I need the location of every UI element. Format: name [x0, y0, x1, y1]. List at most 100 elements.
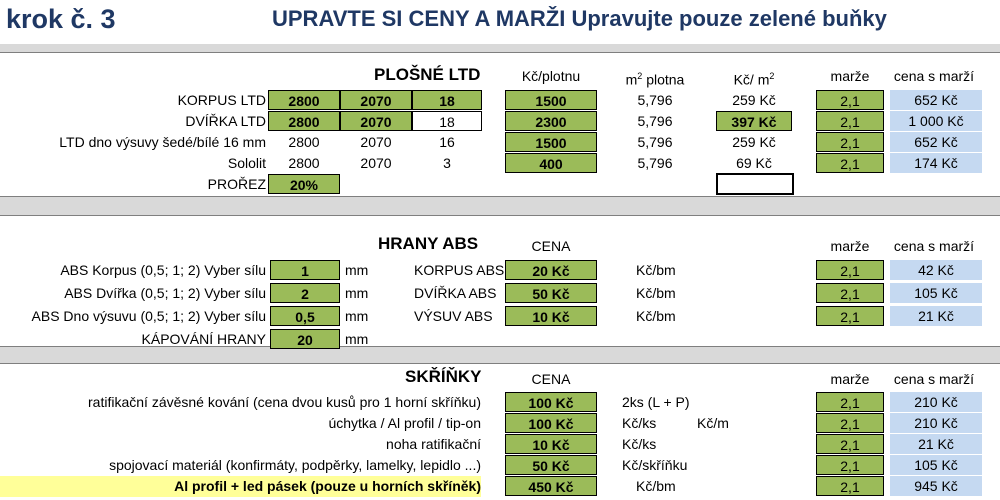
separator-line — [0, 363, 1000, 364]
skrinky-marze-input[interactable]: 2,1 — [816, 434, 884, 454]
ltd-thickness-value: 16 — [439, 134, 455, 150]
abs-name: VÝSUV ABS — [414, 308, 493, 324]
separator-line — [0, 346, 1000, 347]
abs-marze-input[interactable]: 2,1 — [816, 306, 884, 326]
separator-line — [0, 52, 1000, 53]
ltd-marze-input[interactable]: 2,1 — [816, 90, 884, 110]
abs-per-unit: Kč/bm — [636, 285, 676, 301]
ltd-area-value: 5,796 — [637, 155, 673, 171]
skrinky-row-label: noha ratifikační — [386, 436, 481, 452]
skrinky-row-label: spojovací materiál (konfirmáty, podpěrky… — [109, 457, 481, 473]
skrinky-section-title: SKŘÍŇKY — [405, 367, 482, 386]
separator-band — [0, 44, 1000, 52]
separator-line — [0, 196, 1000, 197]
abs-marze-input[interactable]: 2,1 — [816, 260, 884, 280]
ltd-cena-value: 652 Kč — [890, 90, 982, 110]
ltd-area-value: 5,796 — [637, 134, 673, 150]
skrinky-col-cena: CENA — [531, 371, 571, 387]
abs-per-unit: Kč/bm — [636, 262, 676, 278]
abs-col-marze: marže — [830, 238, 870, 254]
ltd-thickness-input[interactable]: 18 — [412, 90, 482, 110]
skrinky-cena-value: 210 Kč — [890, 392, 982, 412]
ltd-per-m2-value[interactable]: 397 Kč — [716, 111, 792, 131]
skrinky-per-unit: Kč/ks — [622, 415, 657, 431]
abs-row-label: ABS Korpus (0,5; 1; 2) Vyber sílu — [60, 262, 266, 278]
abs-marze-input[interactable]: 2,1 — [816, 283, 884, 303]
skrinky-price-input[interactable]: 100 Kč — [505, 413, 597, 433]
abs-thickness-input[interactable]: 1 — [270, 260, 340, 280]
col-m2-plotna: m2 plotna — [625, 71, 685, 88]
skrinky-cena-value: 21 Kč — [890, 434, 982, 454]
separator-band — [0, 197, 1000, 215]
ltd-width-input[interactable]: 2070 — [340, 111, 412, 131]
ltd-length-value: 2800 — [288, 155, 320, 171]
ltd-price-input[interactable]: 2300 — [505, 111, 597, 131]
skrinky-row-label: ratifikační závěsné kování (cena dvou ku… — [88, 394, 481, 410]
ltd-thickness-input[interactable]: 18 — [412, 111, 482, 131]
skrinky-per-unit: Kč/ks — [622, 436, 657, 452]
ltd-marze-input[interactable]: 2,1 — [816, 111, 884, 131]
col-marze: marže — [830, 68, 870, 84]
ltd-marze-input[interactable]: 2,1 — [816, 132, 884, 152]
ltd-row-label: KORPUS LTD — [177, 92, 266, 108]
col-kc-m2: Kč/ m2 — [733, 71, 775, 88]
col-cena-marzi: cena s marží — [893, 68, 975, 84]
ltd-row-label: DVÍŘKA LTD — [185, 113, 266, 129]
abs-unit: mm — [345, 308, 369, 324]
abs-price-input[interactable]: 50 Kč — [505, 283, 597, 303]
ltd-marze-input[interactable]: 2,1 — [816, 153, 884, 173]
ltd-cena-value: 1 000 Kč — [890, 111, 982, 131]
ltd-per-m2-value: 259 Kč — [732, 92, 776, 108]
selected-cell[interactable] — [716, 173, 794, 195]
abs-per-unit: Kč/bm — [636, 308, 676, 324]
ltd-cena-value: 174 Kč — [890, 153, 982, 173]
page-title: UPRAVTE SI CENY A MARŽI Upravujte pouze … — [272, 6, 887, 31]
ltd-width-input[interactable]: 2070 — [340, 90, 412, 110]
ltd-width-value: 2070 — [360, 155, 392, 171]
abs-price-input[interactable]: 20 Kč — [505, 260, 597, 280]
ltd-per-m2-value: 69 Kč — [736, 155, 772, 171]
ltd-length-input[interactable]: 2800 — [268, 90, 340, 110]
skrinky-marze-input[interactable]: 2,1 — [816, 455, 884, 475]
skrinky-marze-input[interactable]: 2,1 — [816, 476, 884, 496]
step-label: krok č. 3 — [6, 4, 116, 34]
separator-line — [0, 215, 1000, 216]
skrinky-per-unit: Kč/bm — [636, 478, 676, 494]
ltd-area-value: 5,796 — [637, 113, 673, 129]
skrinky-col-cena-marzi: cena s marží — [893, 371, 975, 387]
ltd-price-input[interactable]: 400 — [505, 153, 597, 173]
ltd-row-label: LTD dno výsuvy šedé/bílé 16 mm — [59, 134, 266, 150]
kapovani-input[interactable]: 20 — [270, 329, 340, 349]
skrinky-col-marze: marže — [830, 371, 870, 387]
prorez-input[interactable]: 20% — [268, 174, 340, 194]
ltd-price-input[interactable]: 1500 — [505, 132, 597, 152]
abs-col-cena-marzi: cena s marží — [893, 238, 975, 254]
abs-cena-value: 105 Kč — [890, 283, 982, 303]
skrinky-price-input[interactable]: 50 Kč — [505, 455, 597, 475]
skrinky-price-input[interactable]: 100 Kč — [505, 392, 597, 412]
abs-thickness-input[interactable]: 0,5 — [270, 306, 340, 326]
abs-thickness-input[interactable]: 2 — [270, 283, 340, 303]
skrinky-cena-value: 105 Kč — [890, 455, 982, 475]
skrinky-marze-input[interactable]: 2,1 — [816, 413, 884, 433]
abs-unit: mm — [345, 262, 369, 278]
abs-cena-value: 21 Kč — [890, 306, 982, 326]
skrinky-price-input[interactable]: 450 Kč — [505, 476, 597, 496]
abs-section-title: HRANY ABS — [378, 234, 479, 253]
ltd-length-input[interactable]: 2800 — [268, 111, 340, 131]
abs-unit: mm — [345, 285, 369, 301]
ltd-price-input[interactable]: 1500 — [505, 90, 597, 110]
separator-band — [0, 347, 1000, 363]
ltd-per-m2-value: 259 Kč — [732, 134, 776, 150]
skrinky-marze-input[interactable]: 2,1 — [816, 392, 884, 412]
col-kc-plotnu: Kč/plotnu — [521, 68, 581, 84]
kapovani-label: KÁPOVÁNÍ HRANY — [141, 331, 266, 347]
abs-name: KORPUS ABS — [414, 262, 505, 278]
abs-name: DVÍŘKA ABS — [414, 285, 497, 301]
skrinky-cena-value: 210 Kč — [890, 413, 982, 433]
skrinky-cena-value: 945 Kč — [890, 476, 982, 496]
skrinky-row-label: Al profil + led pásek (pouze u horních s… — [174, 478, 481, 494]
abs-price-input[interactable]: 10 Kč — [505, 306, 597, 326]
abs-row-label: ABS Dno výsuvu (0,5; 1; 2) Vyber sílu — [31, 308, 266, 324]
skrinky-price-input[interactable]: 10 Kč — [505, 434, 597, 454]
